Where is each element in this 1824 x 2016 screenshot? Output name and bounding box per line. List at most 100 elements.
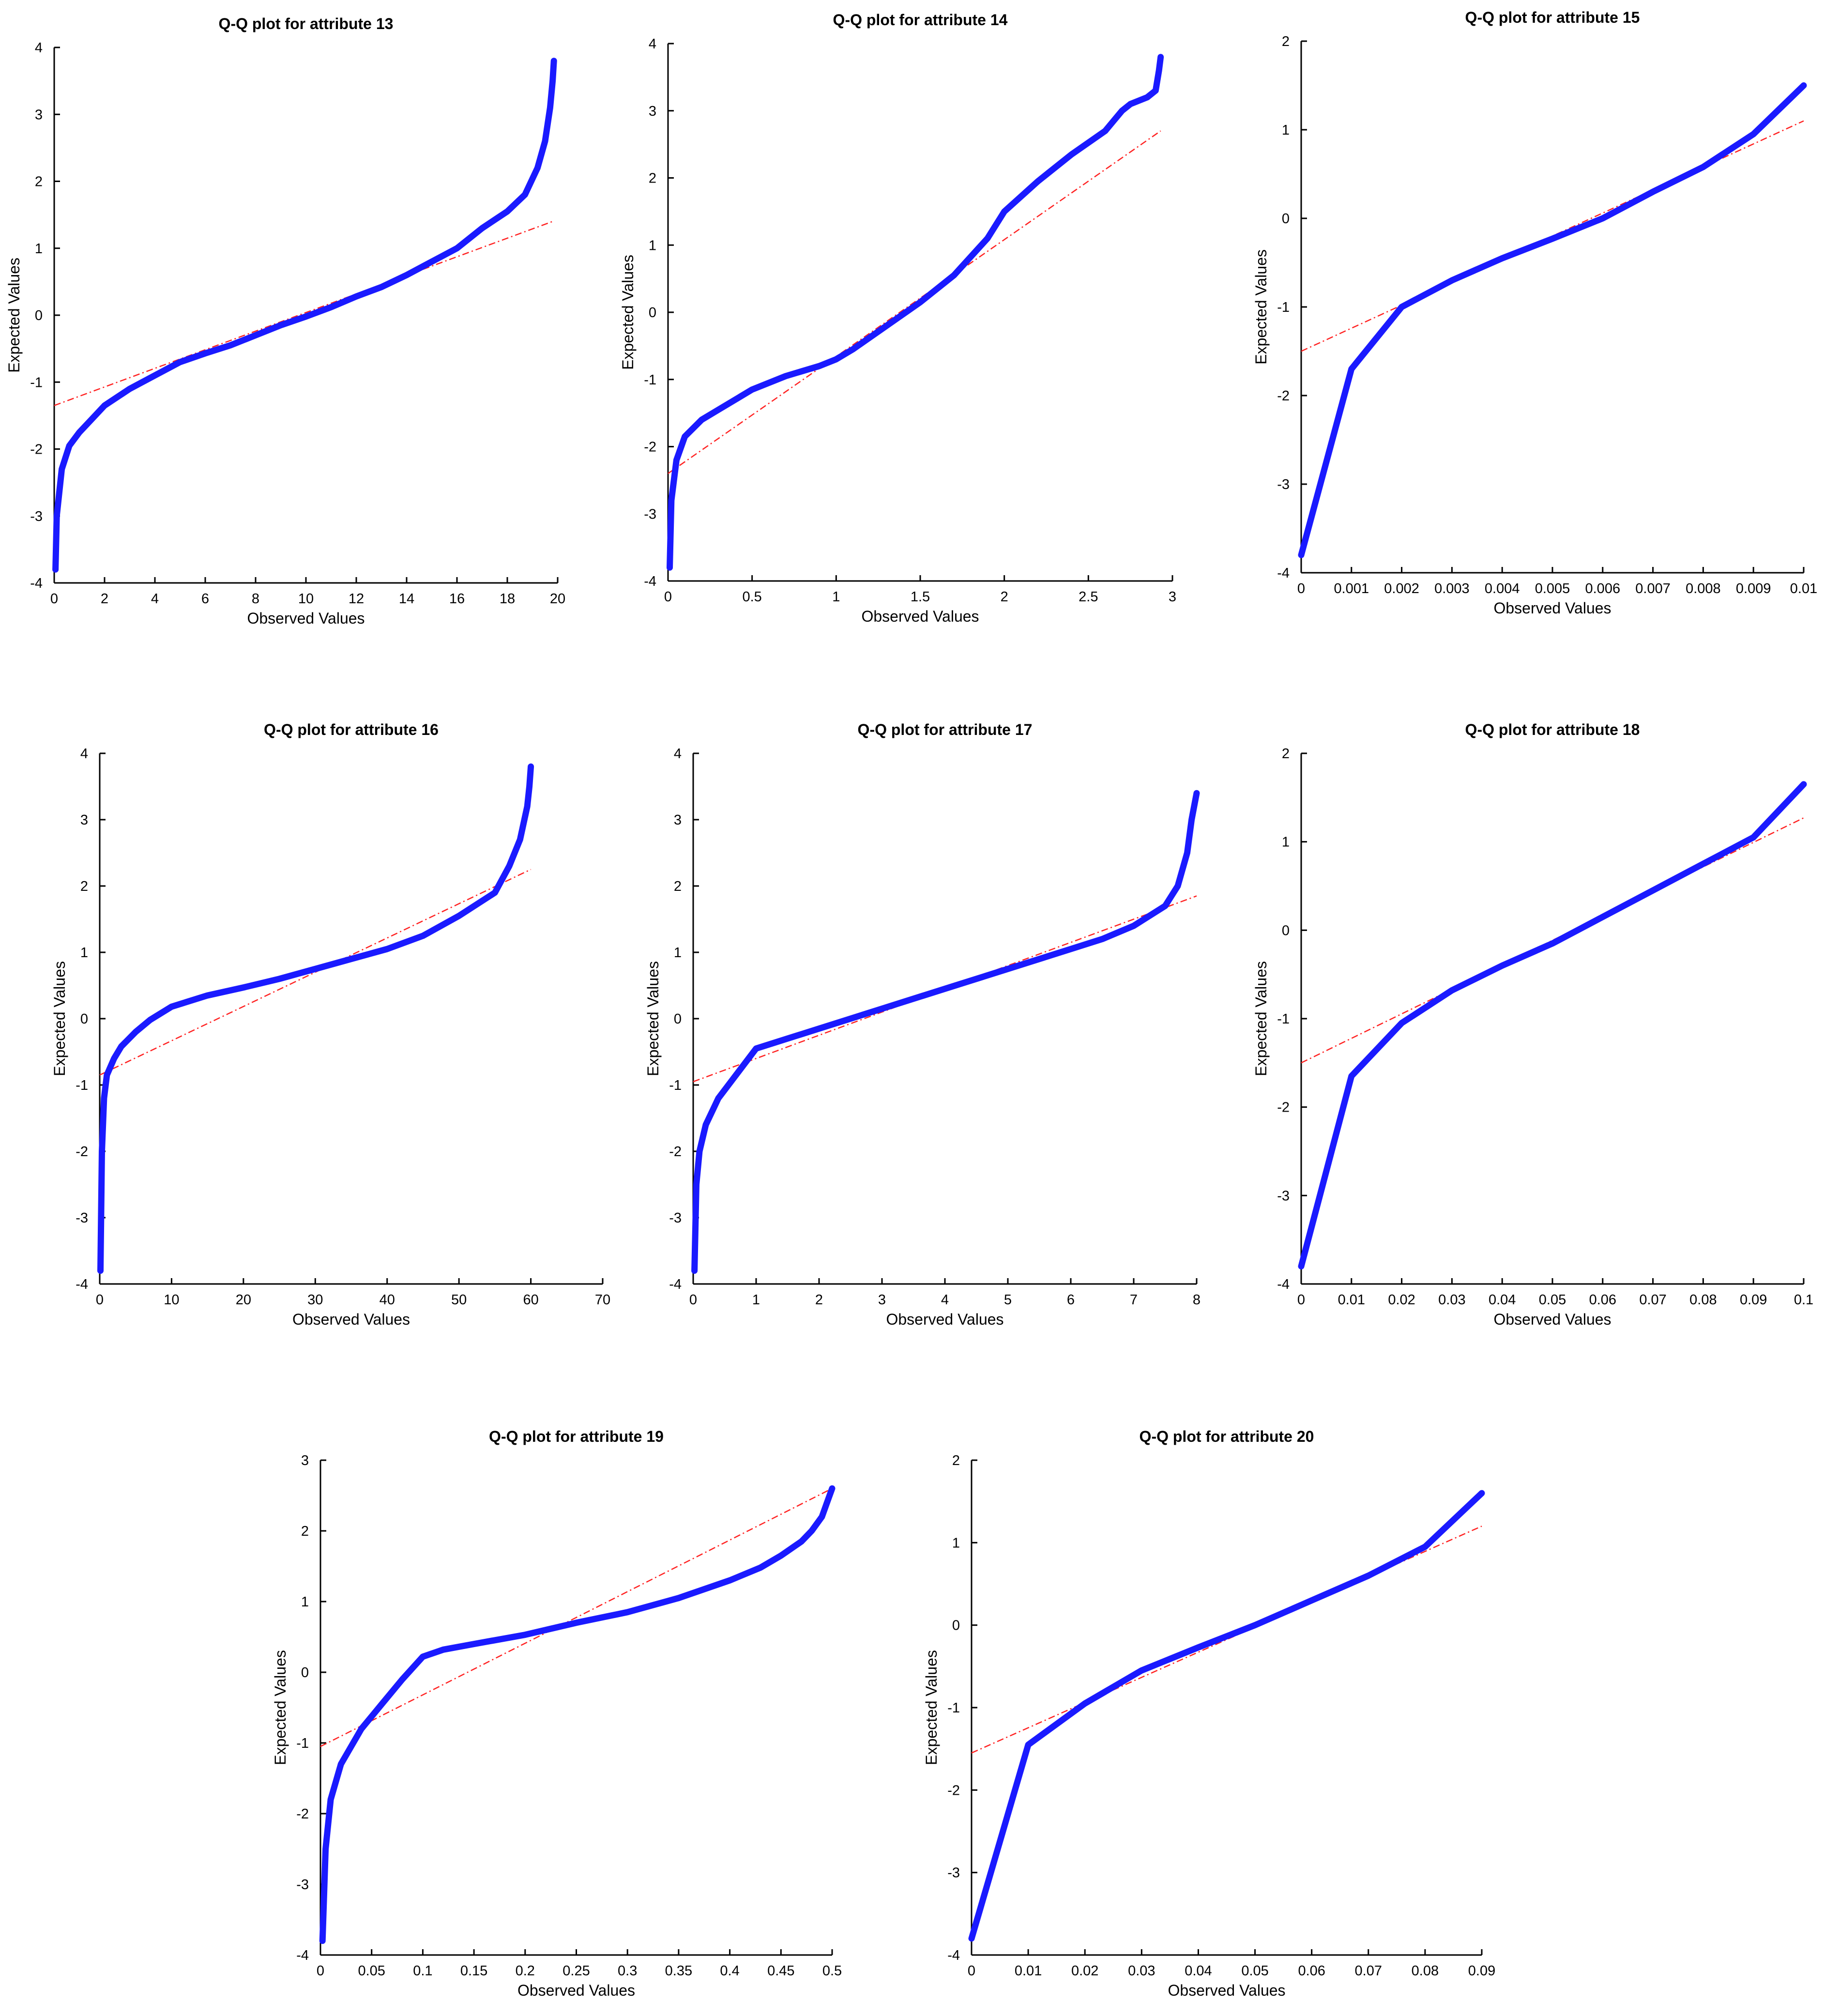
- y-tick-label: -1: [669, 1078, 682, 1093]
- x-tick-label: 0.4: [720, 1963, 739, 1979]
- y-tick-label: 1: [1282, 835, 1290, 850]
- x-tick-label: 0: [1297, 581, 1305, 596]
- x-tick-label: 0.05: [358, 1963, 385, 1979]
- qq-plot-panel: Q-Q plot for attribute 130 2 4 6 8 10 12 14 16 18…: [5, 15, 565, 627]
- x-tick-label: 0.01: [1338, 1292, 1365, 1308]
- y-tick-label: -1: [76, 1078, 88, 1093]
- y-axis-label: Expected Values: [644, 961, 662, 1076]
- x-tick-label: 10: [164, 1292, 179, 1308]
- y-tick-label: -4: [644, 574, 656, 589]
- qq-data-curve: [667, 54, 1164, 571]
- y-tick-label: 1: [674, 945, 682, 961]
- x-tick-label: 0.05: [1241, 1963, 1268, 1979]
- y-axis-label: Expected Values: [923, 1650, 940, 1765]
- y-tick-label: 4: [649, 36, 656, 52]
- y-tick-label: -1: [644, 372, 656, 388]
- y-tick-label: -3: [296, 1877, 309, 1893]
- y-tick-label: 3: [649, 104, 656, 119]
- x-axis-label: Observed Values: [1493, 1311, 1611, 1328]
- y-tick-label: -2: [296, 1806, 309, 1822]
- x-tick-label: 0.02: [1071, 1963, 1098, 1979]
- x-tick-label: 8: [1193, 1292, 1201, 1308]
- y-axis-label: Expected Values: [272, 1650, 289, 1765]
- y-tick-label: 2: [1282, 34, 1290, 49]
- reference-line: [99, 869, 532, 1076]
- y-tick-label: 2: [1282, 746, 1290, 762]
- y-tick-label: -3: [644, 506, 656, 522]
- qq-plot-panel: Q-Q plot for attribute 15 0 0.001 0.002 0.00…: [1252, 9, 1817, 617]
- x-tick-label: 4: [941, 1292, 949, 1308]
- y-tick-label: 1: [1282, 122, 1290, 138]
- x-tick-label: 0.007: [1635, 581, 1671, 596]
- x-tick-label: 0.1: [413, 1963, 432, 1979]
- x-axis-label: Observed Values: [861, 608, 979, 625]
- qq-data-curve: [968, 1490, 1485, 1942]
- x-tick-label: 0.04: [1185, 1963, 1212, 1979]
- x-tick-label: 0.5: [743, 589, 762, 605]
- y-tick-label: -4: [76, 1277, 88, 1292]
- x-tick-label: 0.09: [1740, 1292, 1767, 1308]
- x-tick-label: 0.06: [1298, 1963, 1325, 1979]
- y-tick-label: -4: [1277, 1277, 1290, 1292]
- x-tick-label: 1: [832, 589, 840, 605]
- x-tick-label: 18: [500, 591, 515, 607]
- x-tick-label: 2: [1001, 589, 1008, 605]
- y-tick-label: 3: [301, 1453, 309, 1468]
- reference-line: [54, 221, 553, 406]
- y-tick-label: -4: [1277, 565, 1290, 581]
- x-tick-label: 7: [1130, 1292, 1138, 1308]
- y-tick-label: 0: [952, 1618, 960, 1634]
- y-tick-label: 1: [649, 238, 656, 253]
- x-tick-label: 0.07: [1639, 1292, 1666, 1308]
- y-axis-label: Expected Values: [619, 255, 637, 370]
- x-tick-label: 0.05: [1539, 1292, 1566, 1308]
- y-axis-label: Expected Values: [1252, 961, 1270, 1076]
- x-tick-label: 0.03: [1128, 1963, 1155, 1979]
- y-tick-label: 2: [301, 1524, 309, 1539]
- plot-title: Q-Q plot for attribute 16: [264, 721, 439, 738]
- x-axis-label: Observed Values: [886, 1311, 1003, 1328]
- x-tick-label: 1: [752, 1292, 760, 1308]
- x-tick-label: 8: [252, 591, 259, 607]
- x-tick-label: 0: [968, 1963, 975, 1979]
- y-tick-label: -2: [1277, 388, 1290, 404]
- qq-data-curve: [97, 763, 534, 1274]
- x-tick-label: 0.01: [1790, 581, 1817, 596]
- x-tick-label: 0.04: [1489, 1292, 1516, 1308]
- x-tick-label: 0.002: [1384, 581, 1419, 596]
- x-tick-label: 5: [1004, 1292, 1012, 1308]
- y-tick-label: -2: [947, 1783, 960, 1798]
- y-tick-label: -1: [296, 1736, 309, 1751]
- x-tick-label: 1.5: [911, 589, 930, 605]
- y-tick-label: -1: [30, 375, 43, 390]
- qq-plot-panel: Q-Q plot for attribute 18 0 0.01 0.02 0.03 0.…: [1252, 721, 1813, 1328]
- y-tick-label: -2: [644, 440, 656, 455]
- x-axis-label: Observed Values: [247, 610, 365, 627]
- y-tick-label: -3: [76, 1210, 88, 1226]
- y-tick-label: 1: [301, 1594, 309, 1610]
- x-tick-label: 4: [151, 591, 159, 607]
- x-axis-label: Observed Values: [1493, 599, 1611, 617]
- y-tick-label: 3: [35, 107, 43, 122]
- y-tick-label: 2: [80, 879, 88, 894]
- y-tick-label: -3: [1277, 1188, 1290, 1204]
- y-tick-label: -4: [296, 1948, 309, 1963]
- x-tick-label: 0.08: [1412, 1963, 1439, 1979]
- x-axis-label: Observed Values: [1168, 1982, 1285, 1999]
- y-tick-label: -3: [1277, 477, 1290, 492]
- x-tick-label: 2.5: [1079, 589, 1098, 605]
- x-tick-label: 0.3: [618, 1963, 637, 1979]
- y-axis-label: Expected Values: [51, 961, 68, 1076]
- qq-data-curve: [691, 790, 1200, 1274]
- x-tick-label: 0.07: [1355, 1963, 1382, 1979]
- qq-data-curve: [1298, 781, 1807, 1269]
- x-axis-label: Observed Values: [517, 1982, 635, 1999]
- x-tick-label: 2: [815, 1292, 823, 1308]
- x-tick-label: 0.1: [1794, 1292, 1813, 1308]
- x-tick-label: 0.15: [460, 1963, 487, 1979]
- y-tick-label: 4: [35, 40, 43, 56]
- y-tick-label: 4: [80, 746, 88, 762]
- x-tick-label: 0.01: [1015, 1963, 1042, 1979]
- y-tick-label: 2: [674, 879, 682, 894]
- y-tick-label: 0: [301, 1665, 309, 1680]
